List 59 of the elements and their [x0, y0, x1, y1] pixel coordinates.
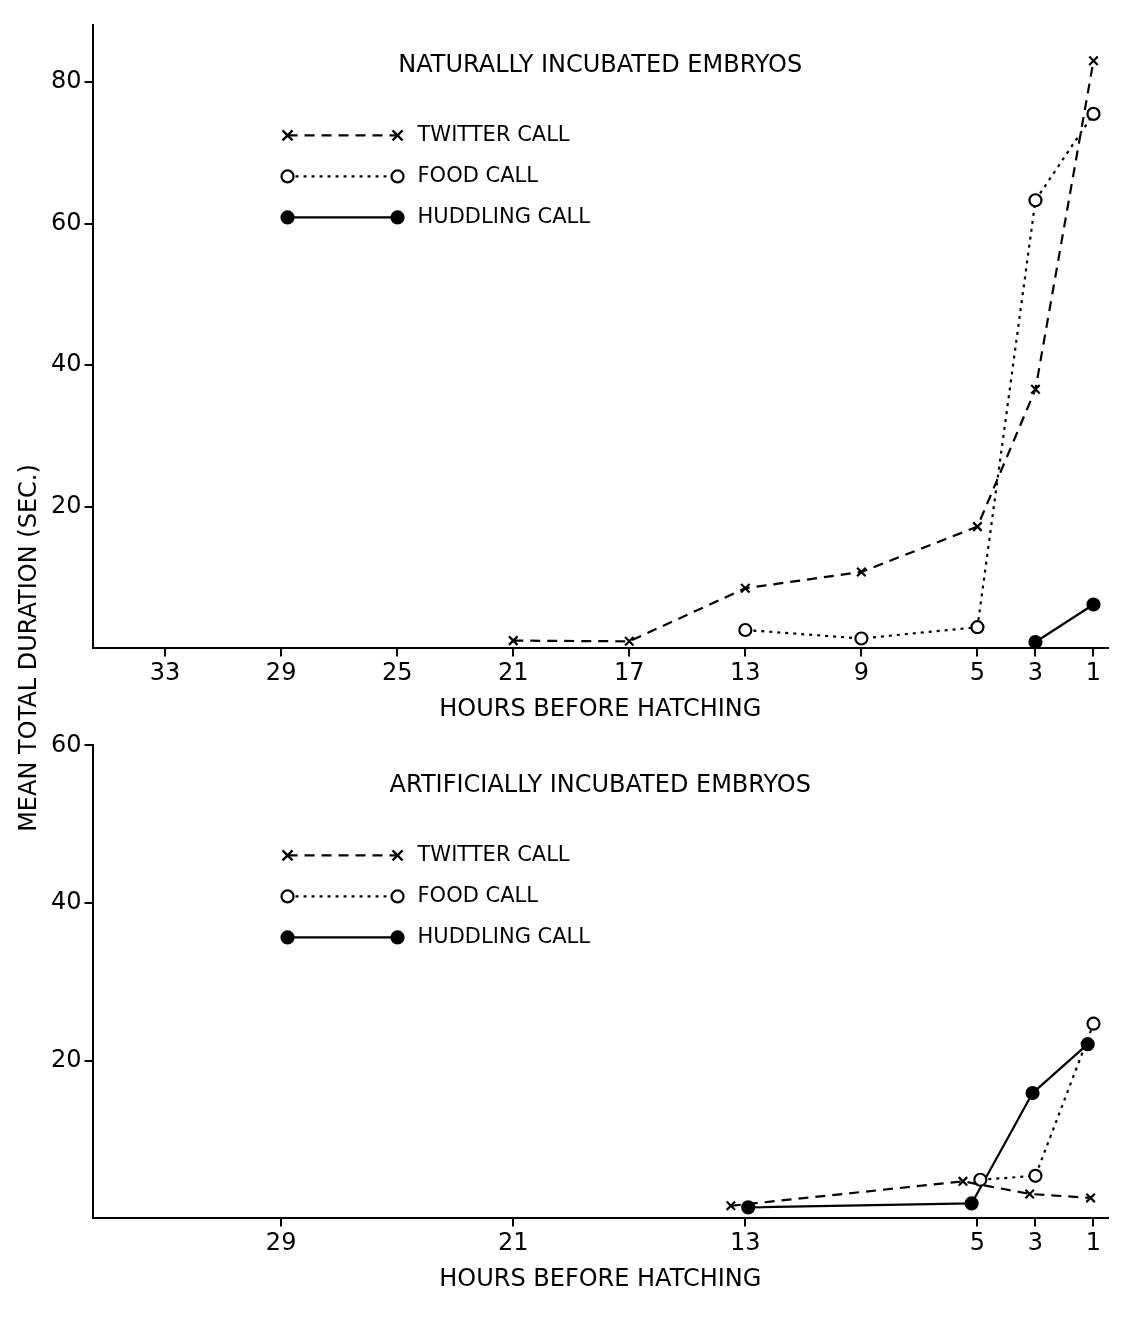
- x-tick-label: 9: [853, 658, 870, 687]
- x-tick-label: 21: [497, 658, 529, 687]
- point: [1025, 1085, 1040, 1101]
- x-tick-label: 25: [381, 658, 413, 687]
- x-tick-label: 29: [265, 658, 297, 687]
- y-tick-label: 60: [50, 207, 82, 236]
- x-tick-label: 3: [1027, 658, 1044, 687]
- point: [1086, 106, 1101, 121]
- point: [964, 1196, 979, 1211]
- text: NATURALLY INCUBATED EMBRYOS: [398, 49, 803, 78]
- text: ARTIFICIALLY INCUBATED EMBRYOS: [389, 769, 811, 798]
- point: [1086, 1016, 1101, 1031]
- y-axis-title: MEAN TOTAL DURATION (SEC.): [14, 464, 42, 832]
- point: [1088, 55, 1099, 67]
- point: [856, 566, 867, 578]
- x-tick-label: 17: [614, 658, 645, 687]
- point: [738, 622, 753, 638]
- point: [1085, 1192, 1096, 1204]
- x-axis-title: HOURS BEFORE HATCHING: [439, 693, 762, 722]
- x-tick-label: 3: [1027, 1228, 1044, 1257]
- point: [1028, 1168, 1043, 1183]
- point: [507, 635, 519, 646]
- point: [854, 631, 869, 646]
- point: [741, 1200, 756, 1215]
- x-tick-label: 5: [969, 1228, 986, 1257]
- point: [739, 582, 751, 594]
- point: [970, 620, 985, 635]
- y-tick-label: 40: [50, 887, 82, 916]
- y-tick-label: 60: [50, 729, 82, 758]
- x-tick-label: 1: [1085, 1228, 1102, 1257]
- x-tick-label: 13: [730, 658, 761, 687]
- x-axis-title: HOURS BEFORE HATCHING: [439, 1263, 762, 1292]
- point: [1086, 597, 1101, 612]
- point: [623, 635, 635, 647]
- point: [973, 1172, 988, 1187]
- y-tick-label: 20: [50, 1044, 82, 1073]
- x-tick-label: 29: [265, 1228, 297, 1257]
- point: [1024, 1188, 1036, 1200]
- legend-label: FOOD CALL: [417, 882, 539, 907]
- x-tick-label: 33: [149, 658, 181, 687]
- legend-label: HUDDLING CALL: [417, 203, 591, 228]
- x-tick-label: 13: [730, 1228, 761, 1257]
- x-tick-label: 1: [1085, 658, 1102, 687]
- y-tick-label: 20: [50, 491, 82, 520]
- point: [725, 1200, 737, 1212]
- point: [972, 521, 983, 532]
- legend-label: TWITTER CALL: [416, 121, 570, 146]
- point: [1030, 383, 1041, 395]
- point: [957, 1176, 969, 1187]
- point: [1028, 193, 1043, 208]
- y-tick-label: 80: [50, 66, 82, 95]
- legend-label: HUDDLING CALL: [417, 923, 591, 948]
- y-tick-label: 40: [50, 349, 82, 378]
- x-tick-label: 21: [497, 1228, 529, 1257]
- point: [1028, 634, 1043, 649]
- point: [1080, 1037, 1095, 1052]
- x-tick-label: 5: [969, 658, 986, 687]
- legend-label: FOOD CALL: [417, 162, 539, 187]
- legend-label: TWITTER CALL: [416, 841, 570, 866]
